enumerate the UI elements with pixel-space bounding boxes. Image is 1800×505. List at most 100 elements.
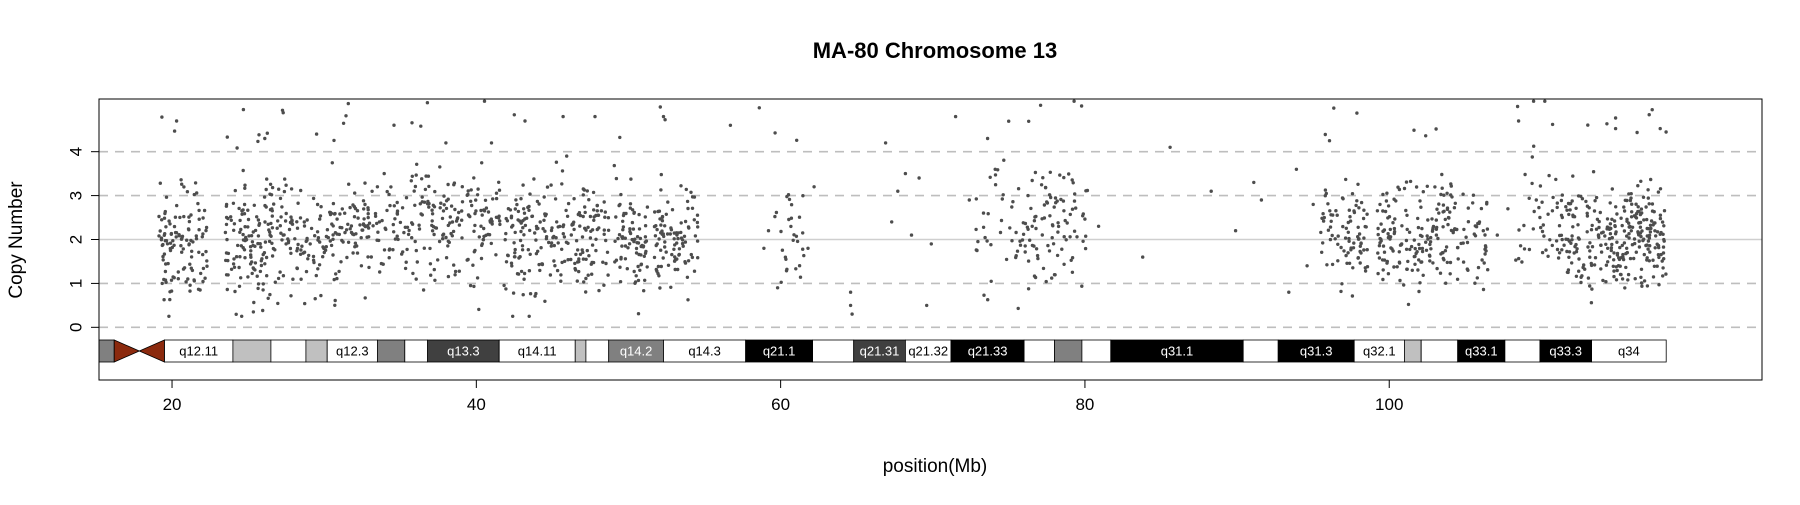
data-point <box>1448 272 1452 276</box>
data-point <box>479 208 483 213</box>
data-point <box>180 250 184 254</box>
data-point <box>453 269 458 274</box>
data-point <box>802 253 806 258</box>
data-point <box>584 290 588 294</box>
ideogram-band-label: q31.1 <box>1161 344 1194 359</box>
data-point <box>180 182 184 186</box>
data-point <box>163 269 168 274</box>
data-point <box>1294 167 1299 171</box>
data-point <box>246 275 250 279</box>
data-point <box>280 238 284 242</box>
data-point <box>373 211 378 216</box>
data-point <box>1537 205 1541 210</box>
data-point <box>1397 187 1402 192</box>
data-point <box>1465 267 1470 271</box>
data-point <box>1070 270 1075 274</box>
data-point <box>591 190 596 195</box>
data-point <box>299 277 303 281</box>
data-point <box>1042 203 1047 207</box>
data-point <box>432 232 436 237</box>
data-point <box>669 285 673 289</box>
data-point <box>1070 178 1074 182</box>
data-point <box>232 257 236 261</box>
data-point <box>1621 255 1625 259</box>
data-point <box>728 123 733 128</box>
data-point <box>684 187 688 192</box>
data-point <box>1449 228 1454 233</box>
data-point <box>614 176 619 181</box>
data-point <box>1420 226 1424 231</box>
data-point <box>162 252 167 256</box>
data-point <box>1642 279 1647 283</box>
data-point <box>277 187 281 191</box>
data-point <box>1657 283 1661 287</box>
data-point <box>192 279 196 283</box>
data-point <box>1335 213 1339 217</box>
data-point <box>1330 262 1335 267</box>
data-point <box>683 219 688 224</box>
data-point <box>1084 234 1088 238</box>
data-point <box>1429 247 1433 251</box>
ideogram-band-label: q21.33 <box>968 344 1008 359</box>
ideogram-band <box>1242 339 1279 363</box>
data-point <box>444 256 449 260</box>
data-point <box>590 272 594 276</box>
data-point <box>896 189 900 193</box>
data-point <box>637 227 642 231</box>
data-point <box>460 218 464 222</box>
data-point <box>241 168 245 173</box>
data-point <box>162 298 166 302</box>
data-point <box>528 192 532 196</box>
data-point <box>407 228 411 233</box>
data-point <box>510 225 514 229</box>
data-point <box>1406 259 1410 264</box>
data-point <box>482 234 486 239</box>
data-point <box>400 206 405 210</box>
data-point <box>1661 274 1665 278</box>
data-point <box>1434 218 1439 222</box>
data-point <box>1359 200 1364 205</box>
data-point <box>479 224 483 228</box>
data-point <box>1645 234 1650 238</box>
data-point <box>1612 219 1617 223</box>
data-point <box>1646 196 1651 200</box>
data-point <box>629 177 633 181</box>
data-point <box>177 234 181 238</box>
data-point <box>1439 252 1443 256</box>
data-point <box>249 253 253 257</box>
data-point <box>1629 229 1634 233</box>
data-point <box>569 257 573 262</box>
data-point <box>168 248 173 253</box>
data-point <box>1051 242 1056 246</box>
data-point <box>1062 209 1066 213</box>
data-point <box>415 260 419 264</box>
data-point <box>762 246 766 250</box>
data-point <box>1336 259 1340 263</box>
data-point <box>1347 261 1352 265</box>
data-point <box>518 238 523 243</box>
data-point <box>311 258 316 262</box>
data-point <box>1036 256 1040 261</box>
data-point <box>1040 217 1044 221</box>
centromere-right <box>138 339 165 363</box>
data-point <box>1026 287 1031 291</box>
data-point <box>172 224 177 229</box>
data-point <box>1014 254 1018 258</box>
data-point <box>165 242 170 246</box>
data-point <box>348 227 352 231</box>
data-point <box>1058 173 1062 177</box>
data-point <box>1063 218 1067 223</box>
data-point <box>575 279 579 283</box>
data-point <box>1004 257 1009 262</box>
data-point <box>284 242 288 246</box>
data-point <box>1622 205 1626 209</box>
data-point <box>263 262 267 266</box>
data-point <box>592 215 596 219</box>
data-point <box>1568 208 1572 212</box>
data-point <box>358 223 362 227</box>
data-point <box>626 246 630 250</box>
data-point <box>1523 172 1527 177</box>
data-point <box>479 256 484 261</box>
data-point <box>1381 192 1385 197</box>
data-point <box>429 273 433 277</box>
